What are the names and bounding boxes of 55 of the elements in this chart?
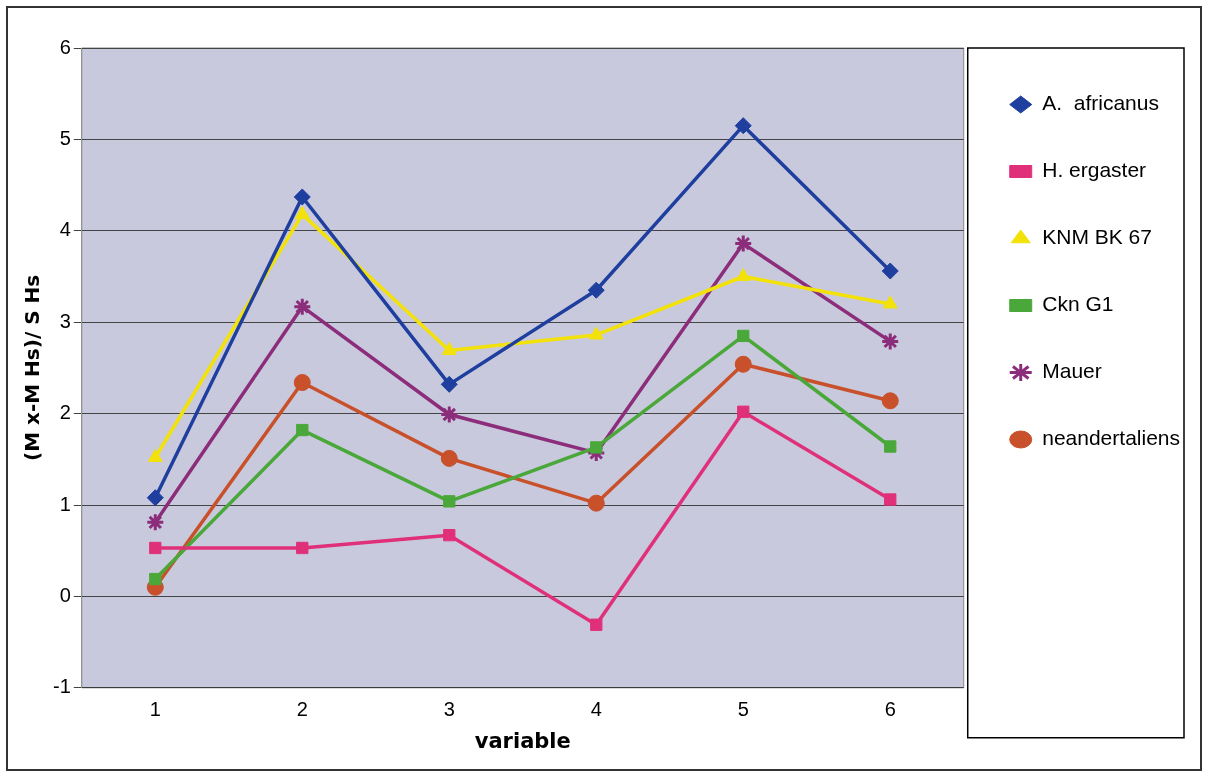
point <box>439 405 459 425</box>
y-axis-title: (M x-M Hs)/ S Hs <box>20 274 45 461</box>
x-tick-label: 4 <box>590 698 602 721</box>
point <box>293 374 311 392</box>
y-tick-label: 2 <box>59 401 71 424</box>
legend-label: Ckn G1 <box>1042 292 1114 316</box>
point <box>440 449 458 467</box>
point <box>880 331 900 351</box>
x-tick-label: 3 <box>443 698 455 721</box>
point <box>443 529 456 542</box>
point <box>734 355 752 373</box>
legend-label: neandertaliens <box>1042 426 1181 450</box>
legend-label: Mauer <box>1042 359 1102 383</box>
point <box>145 512 165 532</box>
legend-label: A. africanus <box>1042 91 1159 115</box>
legend-label: KNM BK 67 <box>1042 225 1152 249</box>
x-tick-label: 1 <box>149 698 161 721</box>
point <box>296 541 309 555</box>
point <box>733 234 753 254</box>
point <box>588 326 604 340</box>
point <box>443 495 456 508</box>
point <box>587 494 605 512</box>
x-tick-label: 6 <box>884 698 896 721</box>
point <box>296 423 309 437</box>
y-tick-label: 5 <box>59 126 71 149</box>
point <box>590 618 603 631</box>
point <box>884 440 897 453</box>
point <box>735 268 751 281</box>
point <box>292 297 312 317</box>
y-tick-label: 6 <box>59 35 71 58</box>
point <box>440 375 458 393</box>
y-tick-label: 1 <box>59 492 71 515</box>
point <box>734 117 752 135</box>
point <box>881 262 899 280</box>
point <box>293 188 311 206</box>
x-tick-label: 2 <box>296 698 308 721</box>
point <box>149 572 162 586</box>
point <box>590 441 603 454</box>
point <box>737 405 750 418</box>
point <box>149 541 162 555</box>
legend-label: H. ergaster <box>1042 158 1147 182</box>
point <box>884 493 897 506</box>
point <box>737 329 750 343</box>
y-tick-label: 3 <box>59 309 71 332</box>
point <box>587 281 605 299</box>
point <box>146 489 164 507</box>
x-tick-label: 5 <box>737 698 749 721</box>
point <box>881 392 899 410</box>
point <box>441 342 457 356</box>
x-axis-title: variable <box>474 728 571 753</box>
y-tick-label: 4 <box>59 218 71 241</box>
point <box>882 295 898 309</box>
point <box>294 205 310 219</box>
y-tick-label: 0 <box>59 583 71 606</box>
y-tick-label: -1 <box>52 675 71 698</box>
